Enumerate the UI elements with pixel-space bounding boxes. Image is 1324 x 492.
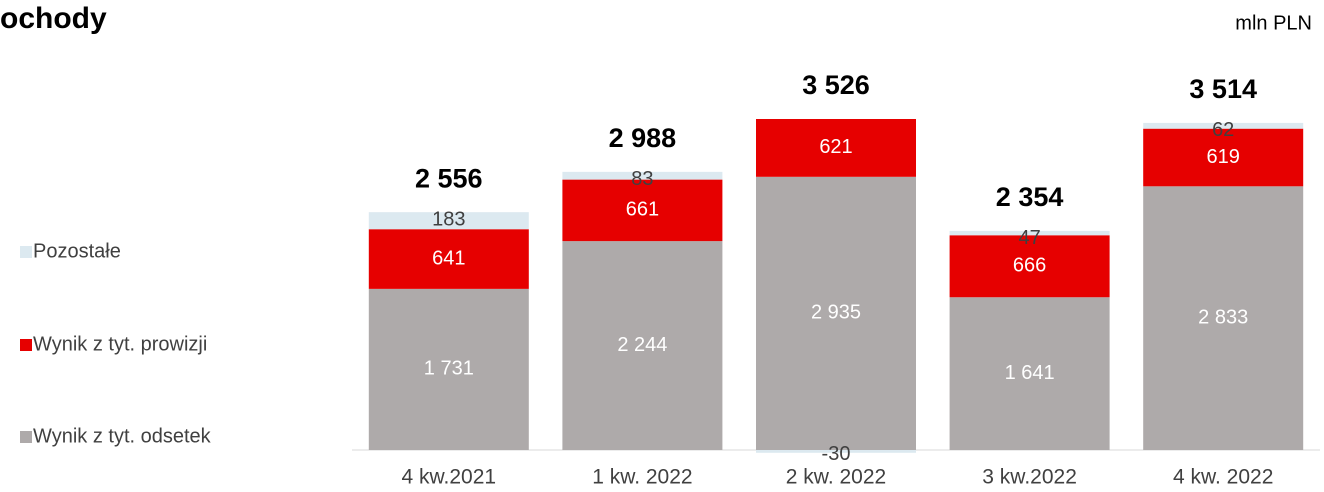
bar-segment: [949, 235, 1110, 298]
x-tick-label: 3 kw.2022: [982, 466, 1077, 489]
legend-label: Pozostałe: [33, 240, 121, 262]
value-label: 1 731: [424, 358, 474, 380]
value-label: 62: [1212, 119, 1234, 141]
legend-swatch: [20, 246, 32, 258]
total-label: 3 514: [1189, 74, 1257, 104]
legend-swatch: [20, 339, 32, 351]
value-label: 2 833: [1198, 306, 1248, 328]
total-label: 2 988: [609, 123, 677, 153]
total-label: 3 526: [802, 70, 870, 100]
legend-swatch: [20, 431, 32, 443]
value-label: 47: [1018, 227, 1040, 249]
value-label: 619: [1207, 146, 1240, 168]
value-label: 1 641: [1005, 362, 1055, 384]
bar-segment: [368, 288, 529, 450]
total-label: 2 354: [996, 182, 1064, 212]
value-label: 661: [626, 199, 659, 221]
bar-segment: [562, 179, 723, 242]
value-label: 666: [1013, 255, 1046, 277]
value-label: 621: [819, 136, 852, 158]
x-tick-label: 2 kw. 2022: [786, 466, 886, 489]
bar-segment: [562, 241, 723, 450]
x-tick-label: 4 kw. 2022: [1173, 466, 1273, 489]
legend-label: Wynik z tyt. odsetek: [33, 425, 212, 447]
x-tick-label: 4 kw.2021: [402, 466, 497, 489]
chart-title: ochody: [0, 2, 107, 35]
unit-label: mln PLN: [1235, 12, 1312, 34]
value-label: 641: [432, 247, 465, 269]
bar-segment: [368, 229, 529, 289]
bar-segment: [368, 212, 529, 230]
bar-segment: [562, 171, 723, 180]
value-label: 183: [432, 208, 465, 230]
value-label: 2 935: [811, 302, 861, 324]
total-label: 2 556: [415, 163, 483, 193]
bar-segment: [1143, 128, 1304, 187]
x-tick-label: 1 kw. 2022: [592, 466, 692, 489]
bar-segment: [949, 297, 1110, 450]
value-label: 2 244: [617, 334, 667, 356]
value-label: -30: [822, 443, 851, 465]
bar-segment: [1143, 122, 1304, 129]
bar-segment: [949, 230, 1110, 236]
bar-segment: [756, 176, 916, 450]
bar-segment: [756, 450, 916, 453]
bar-segment: [1143, 186, 1304, 450]
value-label: 83: [631, 168, 653, 190]
bar-segment: [756, 119, 916, 177]
legend-label: Wynik z tyt. prowizji: [33, 333, 207, 355]
